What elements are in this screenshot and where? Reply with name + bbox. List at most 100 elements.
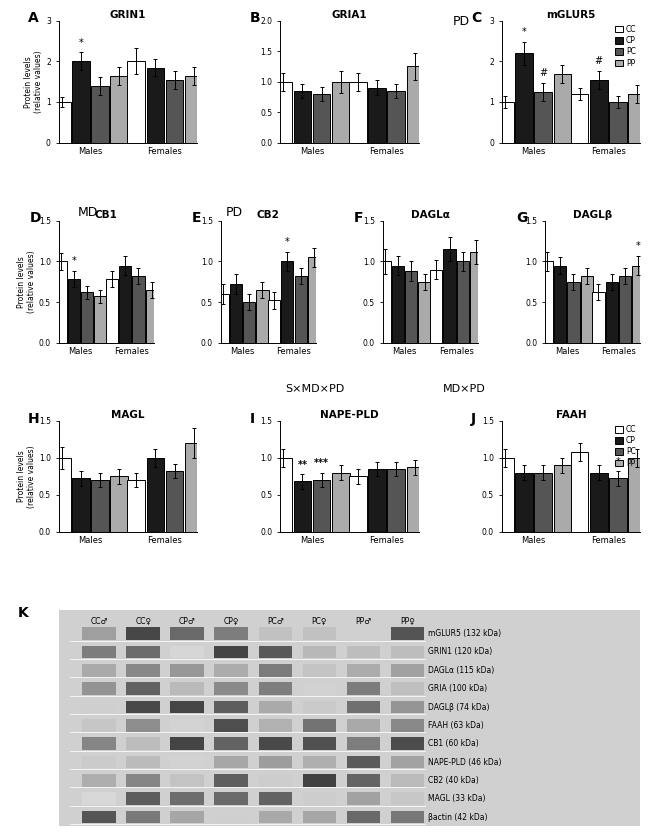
Bar [346, 811, 380, 823]
Bar [349, 82, 367, 143]
Bar [83, 627, 116, 640]
Bar [146, 290, 158, 343]
Bar [294, 276, 307, 343]
Title: DAGLβ: DAGLβ [573, 210, 612, 220]
Text: #: # [595, 56, 603, 66]
Bar [590, 80, 608, 143]
Bar [127, 480, 145, 531]
Bar [91, 86, 109, 143]
Text: βactin (42 kDa): βactin (42 kDa) [428, 812, 488, 821]
Bar [554, 465, 571, 531]
Bar [606, 282, 618, 343]
Bar [391, 792, 424, 805]
Bar [126, 664, 160, 676]
Bar [53, 458, 70, 531]
Bar [379, 262, 391, 343]
Bar [214, 756, 248, 768]
Bar [419, 282, 431, 343]
Text: PC♂: PC♂ [267, 617, 284, 626]
Bar [259, 701, 292, 713]
Bar [592, 292, 604, 343]
Text: NAPE-PLD (46 kDa): NAPE-PLD (46 kDa) [428, 757, 501, 766]
Bar [496, 458, 514, 531]
Bar [515, 53, 533, 143]
Text: GRIN1 (120 kDa): GRIN1 (120 kDa) [428, 647, 492, 656]
Bar [214, 792, 248, 805]
Text: PD: PD [226, 206, 242, 219]
Bar [91, 480, 109, 531]
Bar [303, 811, 336, 823]
Bar [294, 481, 311, 531]
Bar [119, 265, 131, 343]
Title: CB1: CB1 [95, 210, 118, 220]
Bar [185, 443, 203, 531]
Text: PD: PD [453, 14, 470, 28]
Bar [443, 249, 456, 343]
Bar [126, 774, 160, 786]
Text: MAGL (33 kDa): MAGL (33 kDa) [428, 794, 486, 803]
Bar [391, 627, 424, 640]
Bar [166, 80, 183, 143]
Bar [126, 719, 160, 731]
Bar [83, 792, 116, 805]
Text: CB1 (60 kDa): CB1 (60 kDa) [428, 739, 478, 748]
Title: MAGL: MAGL [111, 410, 144, 420]
Bar [170, 646, 204, 658]
Bar [243, 302, 255, 343]
Bar [83, 719, 116, 731]
Text: DAGLβ (74 kDa): DAGLβ (74 kDa) [428, 702, 489, 711]
Bar [83, 701, 116, 713]
Bar [83, 664, 116, 676]
Bar [259, 664, 292, 676]
Text: B: B [250, 11, 260, 25]
Bar [268, 300, 280, 343]
Bar [346, 682, 380, 695]
Text: K: K [18, 605, 29, 620]
Bar [83, 682, 116, 695]
Text: D: D [30, 211, 42, 225]
Text: DAGLα (115 kDa): DAGLα (115 kDa) [428, 666, 494, 675]
Bar [170, 682, 204, 695]
Bar [391, 719, 424, 731]
Bar [457, 262, 469, 343]
Bar [214, 664, 248, 676]
Bar [534, 92, 552, 143]
Title: CB2: CB2 [257, 210, 280, 220]
Bar [214, 682, 248, 695]
Bar [391, 756, 424, 768]
Bar [256, 290, 268, 343]
Bar [580, 276, 593, 343]
Bar [346, 627, 380, 640]
Bar [83, 737, 116, 750]
Bar [387, 91, 405, 143]
Bar [68, 279, 80, 343]
Text: G: G [516, 211, 528, 225]
Title: DAGLα: DAGLα [411, 210, 450, 220]
Bar [534, 473, 552, 531]
Bar [170, 792, 204, 805]
Bar [126, 756, 160, 768]
Bar [126, 737, 160, 750]
Bar [126, 682, 160, 695]
Bar [126, 811, 160, 823]
Bar [303, 756, 336, 768]
Y-axis label: Protein levels
(relative values): Protein levels (relative values) [24, 50, 43, 113]
Bar [72, 479, 90, 531]
Bar [629, 458, 646, 531]
Bar [571, 452, 588, 531]
Title: mGLUR5: mGLUR5 [546, 10, 595, 20]
Bar [170, 627, 204, 640]
Text: CP♀: CP♀ [224, 617, 239, 626]
Bar [274, 82, 292, 143]
Bar [407, 67, 424, 143]
Bar [346, 701, 380, 713]
Bar [259, 627, 292, 640]
Bar [346, 792, 380, 805]
Bar [567, 282, 580, 343]
Bar [609, 479, 627, 531]
Bar [133, 276, 144, 343]
Text: PP♂: PP♂ [356, 617, 372, 626]
Bar [303, 627, 336, 640]
Bar [111, 76, 128, 143]
Text: CC♀: CC♀ [135, 617, 151, 626]
